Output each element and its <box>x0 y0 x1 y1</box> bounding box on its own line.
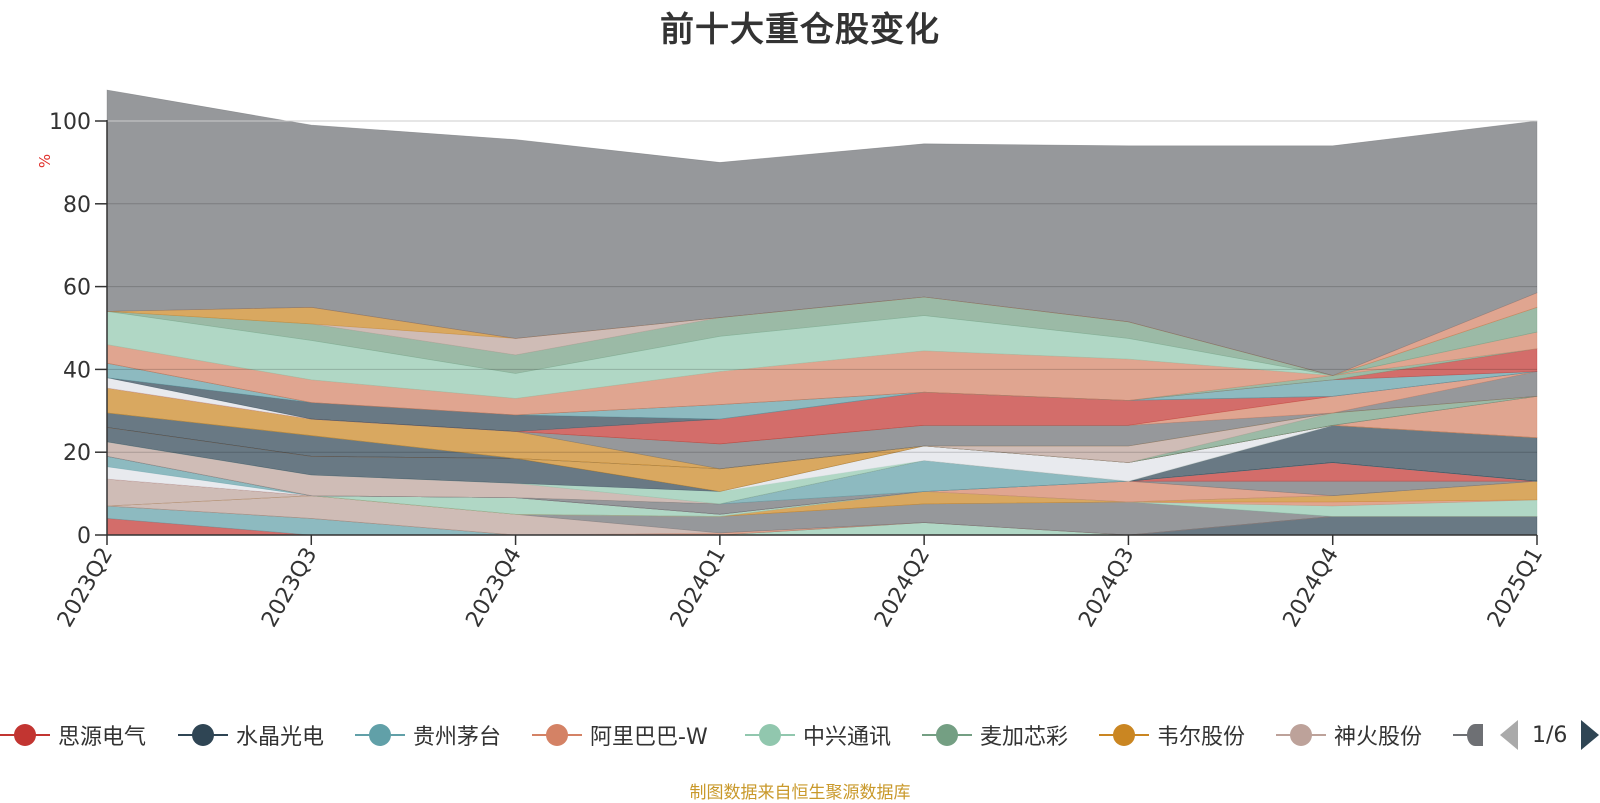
legend-item[interactable]: 神火股份 <box>1276 716 1422 754</box>
legend-item[interactable]: 韦尔股份 <box>1099 716 1245 754</box>
x-tick-label: 2024Q1 <box>666 544 731 632</box>
legend-prev-page-icon[interactable] <box>1500 720 1518 750</box>
legend-label: 麦加芯彩 <box>980 725 1069 750</box>
chart-title: 前十大重仓股变化 <box>660 10 940 50</box>
x-tick-label: 2023Q3 <box>257 544 322 632</box>
legend-item[interactable]: 贵州茅台 <box>355 716 501 754</box>
legend-item[interactable]: 麦加芯彩 <box>922 716 1068 754</box>
legend-symbol-icon <box>745 723 795 747</box>
y-tick-label: 20 <box>63 441 91 466</box>
legend-symbol-icon <box>355 723 405 747</box>
legend: 思源电气 水晶光电 贵州茅台 阿里巴巴-W 中兴通讯 麦加芯彩 韦尔股份 神火股份 <box>0 716 1600 754</box>
legend-symbol-icon <box>0 723 50 747</box>
x-tick-label: 2024Q2 <box>870 544 935 632</box>
y-tick-label: 0 <box>77 524 91 549</box>
legend-label: 贵州茅台 <box>413 725 502 750</box>
legend-item[interactable]: 水晶光电 <box>178 716 324 754</box>
legend-label: 思源电气 <box>58 725 147 750</box>
legend-symbol-icon <box>922 723 972 747</box>
legend-symbol-icon <box>1276 723 1326 747</box>
y-tick-label: 80 <box>63 193 91 218</box>
area-series-45 <box>106 89 1538 376</box>
legend-label: 神火股份 <box>1334 725 1423 750</box>
legend-symbol-icon <box>1453 723 1483 747</box>
legend-symbol-icon <box>532 723 582 747</box>
legend-item[interactable]: 中兴通讯 <box>745 716 891 754</box>
legend-item[interactable] <box>1453 716 1491 754</box>
x-tick-label: 2024Q3 <box>1074 544 1139 632</box>
y-axis-label: % <box>36 154 54 168</box>
legend-label: 水晶光电 <box>236 725 325 750</box>
x-tick-label: 2024Q4 <box>1279 544 1344 632</box>
legend-symbol-icon <box>178 723 228 747</box>
y-tick-label: 60 <box>63 276 91 301</box>
x-tick-label: 2025Q1 <box>1483 544 1548 632</box>
y-tick-label: 40 <box>63 358 91 383</box>
legend-page-indicator: 1/6 <box>1532 722 1568 748</box>
legend-next-page-icon[interactable] <box>1581 720 1600 750</box>
legend-label: 中兴通讯 <box>803 725 892 750</box>
data-source-note: 制图数据来自恒生聚源数据库 <box>689 783 911 803</box>
legend-item[interactable]: 阿里巴巴-W <box>532 716 708 754</box>
legend-symbol-icon <box>1099 723 1149 747</box>
y-tick-label: 100 <box>49 110 91 135</box>
legend-item[interactable]: 思源电气 <box>0 716 146 754</box>
legend-pager: 1/6 <box>1500 716 1600 754</box>
area-series-layer <box>106 89 1538 536</box>
legend-label: 阿里巴巴-W <box>590 725 708 750</box>
x-tick-label: 2023Q2 <box>53 544 118 632</box>
legend-label: 韦尔股份 <box>1157 725 1246 750</box>
x-tick-label: 2023Q4 <box>461 544 526 632</box>
